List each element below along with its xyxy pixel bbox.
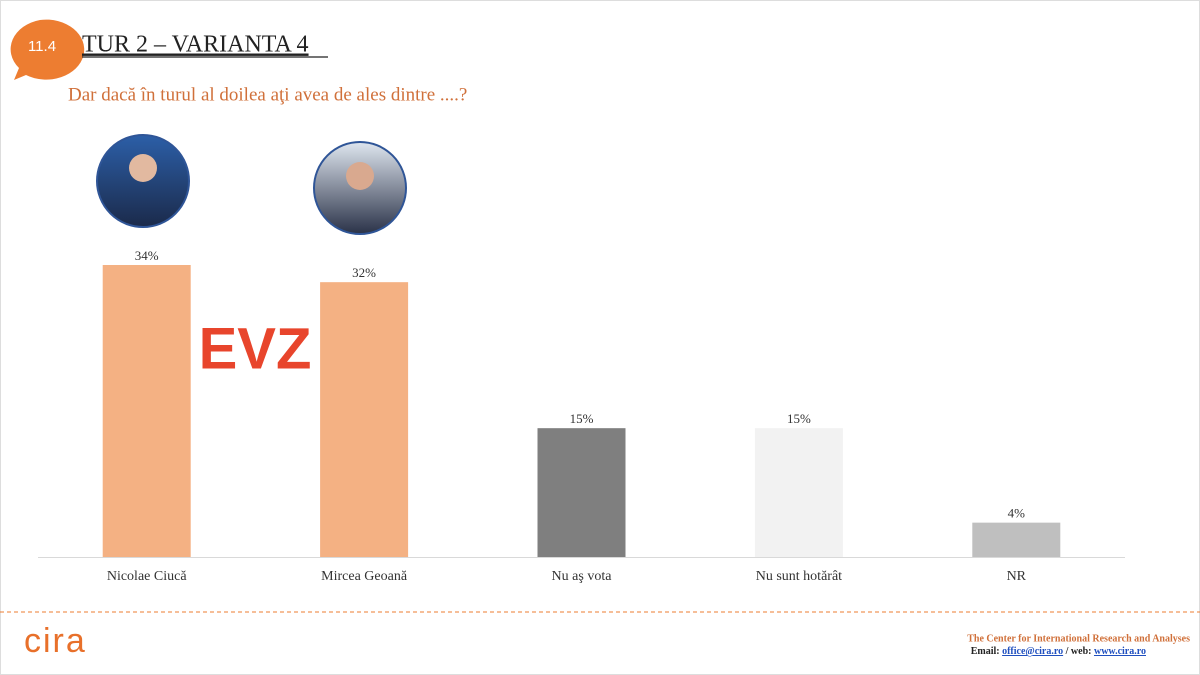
bar [754, 428, 843, 557]
footer-email-label: Email: [971, 646, 1000, 657]
x-tick-label: Nicolae Ciucă [107, 569, 187, 584]
value-label: 4% [1008, 506, 1026, 521]
x-tick-label: NR [1007, 569, 1027, 584]
x-tick-label: Nu sunt hotărât [756, 569, 842, 584]
footer-web-label: / web: [1065, 646, 1092, 657]
chart-title: TUR 2 – VARIANTA 4 [82, 32, 309, 58]
x-tick-label: Nu aş vota [552, 569, 613, 584]
chart-subtitle: Dar dacă în turul al doilea aţi avea de … [68, 84, 467, 105]
value-label: 32% [352, 265, 376, 280]
footer-email[interactable]: office@cira.ro [1002, 646, 1063, 657]
bar [102, 265, 191, 557]
photo-face [346, 162, 374, 190]
watermark: EVZ [199, 316, 312, 381]
badge: 11.4 [28, 38, 56, 55]
footer-org: The Center for International Research an… [967, 633, 1190, 644]
badge-bubble [10, 19, 85, 81]
footer-contact: Email: office@cira.ro / web: www.cira.ro [971, 646, 1146, 657]
x-tick-label: Mircea Geoană [321, 569, 408, 584]
value-label: 15% [570, 411, 594, 426]
bar [972, 522, 1061, 557]
footer-web[interactable]: www.cira.ro [1094, 646, 1146, 657]
value-label: 34% [135, 248, 159, 263]
logo: cira [24, 622, 87, 660]
value-label: 15% [787, 411, 811, 426]
photo-face [129, 154, 157, 182]
bar [537, 428, 626, 557]
bar [320, 282, 409, 557]
